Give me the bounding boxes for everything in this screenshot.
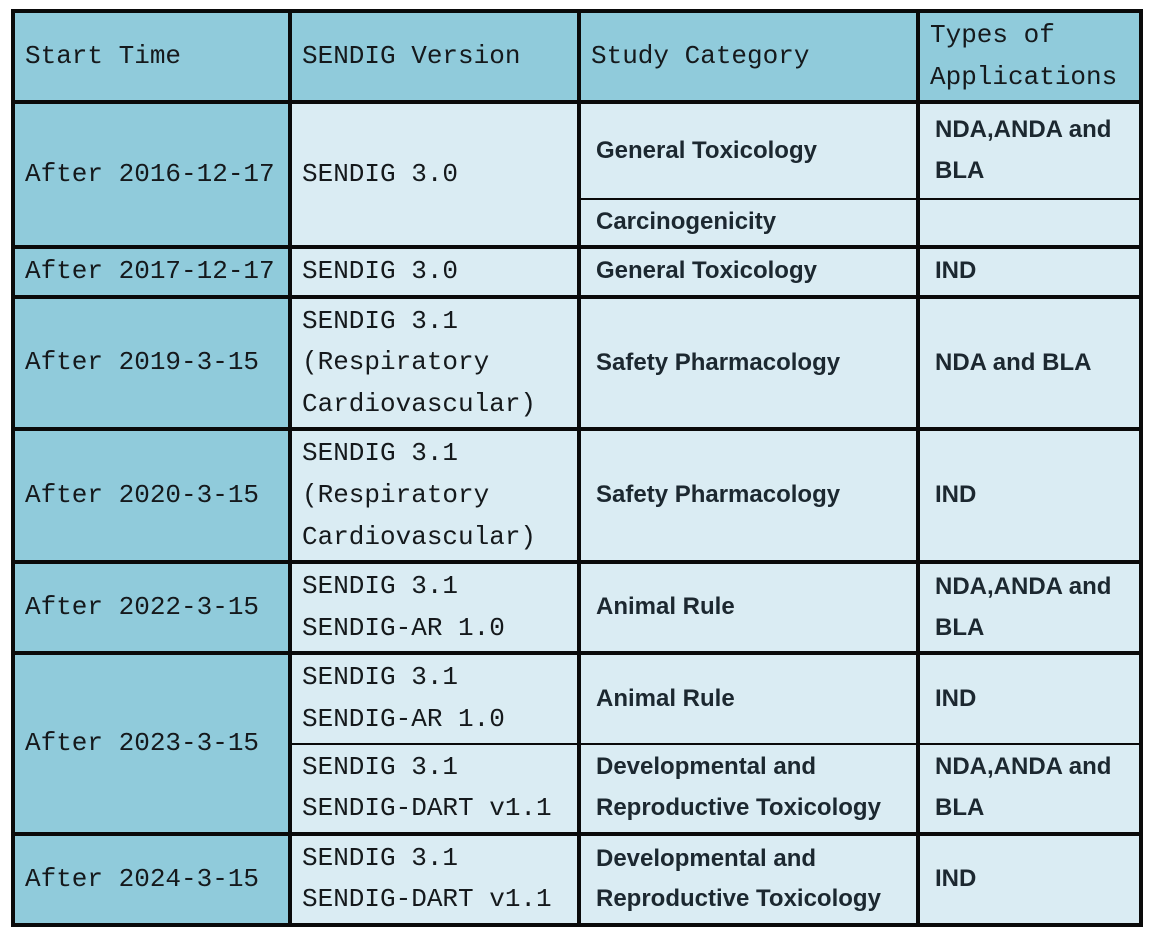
- cell-version-2023-dart: SENDIG 3.1 SENDIG-DART v1.1: [288, 742, 581, 836]
- table-row: After 2016-12-17 SENDIG 3.0 General Toxi…: [11, 100, 1143, 249]
- cell-category-2016-general-toxicology: General Toxicology: [577, 100, 920, 201]
- table-row: Carcinogenicity: [13, 198, 1143, 249]
- cell-applications-2017: IND: [916, 245, 1143, 299]
- table-row: After 2017-12-17 SENDIG 3.0 General Toxi…: [11, 245, 1143, 299]
- cell-applications-2019: NDA and BLA: [916, 294, 1143, 432]
- cell-start-2022: After 2022-3-15: [11, 560, 292, 656]
- document-page: Start Time SENDIG Version Study Category…: [11, 8, 1143, 927]
- cell-version-2024: SENDIG 3.1 SENDIG-DART v1.1: [288, 831, 581, 927]
- table-header-row: Start Time SENDIG Version Study Category…: [11, 8, 1143, 105]
- table-row: After 2020-3-15 SENDIG 3.1 (Respiratory …: [11, 427, 1143, 565]
- table-row: SENDIG 3.1 SENDIG-DART v1.1 Developmenta…: [13, 742, 1143, 836]
- col-header-sendig-version: SENDIG Version: [288, 8, 581, 105]
- cell-applications-2023-nda-anda-bla: NDA,ANDA and BLA: [916, 742, 1143, 836]
- cell-category-2023-animal-rule: Animal Rule: [577, 651, 920, 745]
- cell-category-2017: General Toxicology: [577, 245, 920, 299]
- cell-applications-2016-empty: [916, 198, 1143, 249]
- cell-start-2017: After 2017-12-17: [11, 245, 292, 299]
- col-header-study-category: Study Category: [577, 8, 920, 105]
- cell-start-2024: After 2024-3-15: [11, 831, 292, 927]
- cell-version-2017: SENDIG 3.0: [288, 245, 581, 299]
- cell-applications-2016-nda-anda-bla: NDA,ANDA and BLA: [916, 100, 1143, 201]
- cell-applications-2020: IND: [916, 427, 1143, 565]
- cell-applications-2023-ind: IND: [916, 651, 1143, 745]
- cell-start-2019: After 2019-3-15: [11, 294, 292, 432]
- cell-start-2023: After 2023-3-15: [11, 651, 292, 836]
- cell-start-2016: After 2016-12-17: [11, 100, 292, 249]
- cell-category-2024: Developmental and Reproductive Toxicolog…: [577, 831, 920, 927]
- cell-version-2023-ar: SENDIG 3.1 SENDIG-AR 1.0: [288, 651, 581, 745]
- cell-applications-2024: IND: [916, 831, 1143, 927]
- cell-start-2020: After 2020-3-15: [11, 427, 292, 565]
- cell-applications-2022: NDA,ANDA and BLA: [916, 560, 1143, 656]
- cell-category-2023-dart: Developmental and Reproductive Toxicolog…: [577, 742, 920, 836]
- cell-version-2022: SENDIG 3.1 SENDIG-AR 1.0: [288, 560, 581, 656]
- sendig-requirements-table: Start Time SENDIG Version Study Category…: [11, 8, 1143, 927]
- cell-category-2016-carcinogenicity: Carcinogenicity: [577, 198, 920, 249]
- cell-version-2016: SENDIG 3.0: [288, 100, 581, 249]
- table-row: After 2022-3-15 SENDIG 3.1 SENDIG-AR 1.0…: [11, 560, 1143, 656]
- cell-category-2022: Animal Rule: [577, 560, 920, 656]
- cell-category-2019: Safety Pharmacology: [577, 294, 920, 432]
- cell-version-2019: SENDIG 3.1 (Respiratory Cardiovascular): [288, 294, 581, 432]
- col-header-start-time: Start Time: [11, 8, 292, 105]
- table-row: After 2023-3-15 SENDIG 3.1 SENDIG-AR 1.0…: [11, 651, 1143, 836]
- cell-version-2020: SENDIG 3.1 (Respiratory Cardiovascular): [288, 427, 581, 565]
- col-header-types-of-applications: Types of Applications: [916, 8, 1143, 105]
- cell-category-2020: Safety Pharmacology: [577, 427, 920, 565]
- table-row: After 2024-3-15 SENDIG 3.1 SENDIG-DART v…: [11, 831, 1143, 927]
- table-row: After 2019-3-15 SENDIG 3.1 (Respiratory …: [11, 294, 1143, 432]
